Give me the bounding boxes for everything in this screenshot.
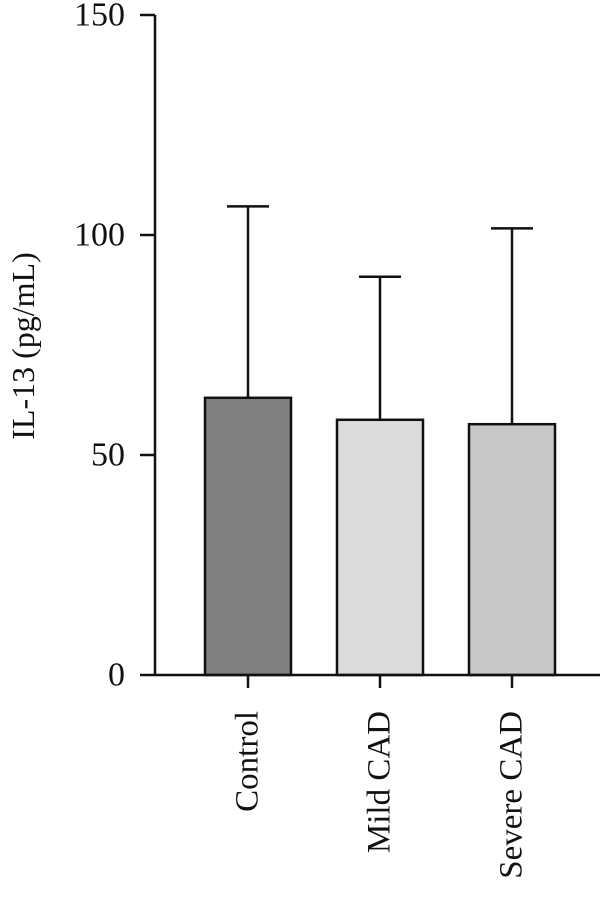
y-axis-title: IL-13 (pg/mL) — [5, 252, 41, 440]
labels-layer: Control Mild CAD Severe CAD 0 50 100 150 — [74, 0, 530, 879]
axes-layer — [140, 13, 600, 688]
y-tick-label-0: 0 — [108, 657, 125, 694]
x-tick-label-severe-cad: Severe CAD — [494, 711, 530, 879]
x-tick-label-mild-cad: Mild CAD — [362, 711, 398, 853]
bar-mild-cad — [335, 418, 425, 677]
x-tick-label-control: Control — [230, 711, 266, 812]
y-tick-label-50: 50 — [91, 437, 125, 474]
bar-severe-cad — [467, 422, 557, 677]
error-bars-layer — [227, 205, 533, 425]
bars-layer — [203, 396, 557, 677]
y-tick-label-150: 150 — [74, 0, 125, 34]
y-tick-label-100: 100 — [74, 217, 125, 254]
bar-control — [203, 396, 293, 677]
